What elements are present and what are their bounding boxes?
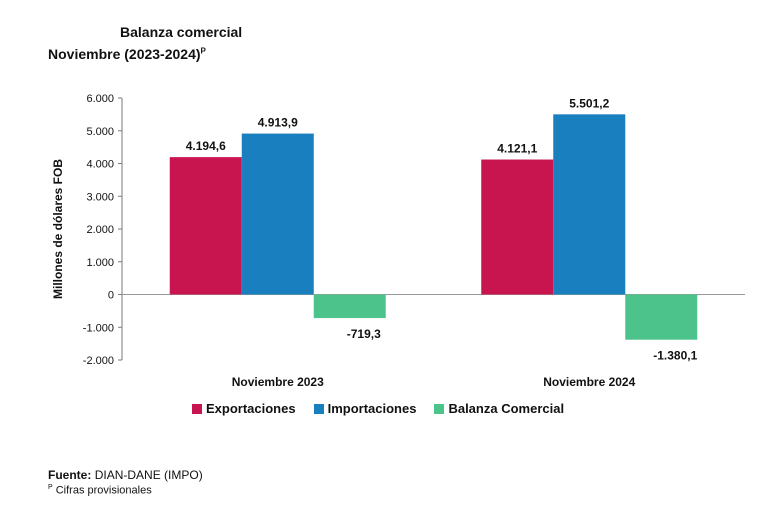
y-tick-label: 3.000 xyxy=(86,191,114,203)
bar-importaciones-2 xyxy=(553,114,626,295)
legend-label-exportaciones: Exportaciones xyxy=(206,401,296,416)
note-marker: P xyxy=(48,484,53,491)
source-note: Fuente: DIAN-DANE (IMPO) xyxy=(48,468,203,482)
legend-swatch-exportaciones xyxy=(192,403,202,414)
bar-chart: 6.000 5.000 4.000 3.000 2.000 1.000 0 -1.000 -2.… xyxy=(51,93,745,389)
x-category-label: Noviembre 2024 xyxy=(543,375,635,389)
bar-balanza-comercial-1 xyxy=(313,294,386,319)
source-value: DIAN-DANE (IMPO) xyxy=(94,468,203,482)
bar-exportaciones-1 xyxy=(169,157,242,295)
data-label-importaciones-2: 5.501,2 xyxy=(569,96,609,110)
y-tick-label: -2.000 xyxy=(83,355,114,367)
y-tick-label: 6.000 xyxy=(86,93,114,105)
bar-exportaciones-2 xyxy=(481,159,554,295)
y-tick-label: 2.000 xyxy=(86,224,114,236)
legend-swatch-balanza-comercial xyxy=(434,403,445,414)
x-category-label: Noviembre 2023 xyxy=(232,375,324,389)
chart-title: Balanza comercial xyxy=(120,24,243,40)
legend-swatch-importaciones xyxy=(313,403,324,414)
chart-subtitle-text: Noviembre (2023-2024) xyxy=(48,46,201,62)
legend-item-exportaciones: Exportaciones xyxy=(192,401,296,416)
chart-legend: Exportaciones Importaciones Balanza Come… xyxy=(192,401,564,416)
y-tick-label: 4.000 xyxy=(86,159,114,171)
data-label-exportaciones-1: 4.194,6 xyxy=(186,139,226,153)
data-label-balanza-comercial-2: -1.380,1 xyxy=(653,349,697,363)
data-label-exportaciones-2: 4.121,1 xyxy=(497,142,537,156)
legend-label-importaciones: Importaciones xyxy=(327,401,417,416)
legend-item-importaciones: Importaciones xyxy=(313,401,417,416)
y-tick-label: -1.000 xyxy=(83,322,114,334)
chart-subtitle: Noviembre (2023-2024)P xyxy=(48,46,206,62)
legend-label-balanza-comercial: Balanza Comercial xyxy=(448,401,565,416)
y-tick-label: 0 xyxy=(108,290,114,302)
data-label-importaciones-1: 4.913,9 xyxy=(258,116,298,130)
chart-subtitle-superscript: P xyxy=(200,46,206,56)
source-label: Fuente: xyxy=(48,468,92,482)
data-label-balanza-comercial-1: -719,3 xyxy=(347,327,381,341)
y-axis-title: Millones de dólares FOB xyxy=(51,159,65,299)
y-tick-label: 1.000 xyxy=(86,257,114,269)
bar-balanza-comercial-2 xyxy=(625,294,698,340)
bar-importaciones-1 xyxy=(241,133,314,295)
y-tick-label: 5.000 xyxy=(86,126,114,138)
note-text: Cifras provisionales xyxy=(55,484,152,497)
provisional-note: P Cifras provisionales xyxy=(48,484,152,497)
legend-item-balanza-comercial: Balanza Comercial xyxy=(434,401,564,416)
